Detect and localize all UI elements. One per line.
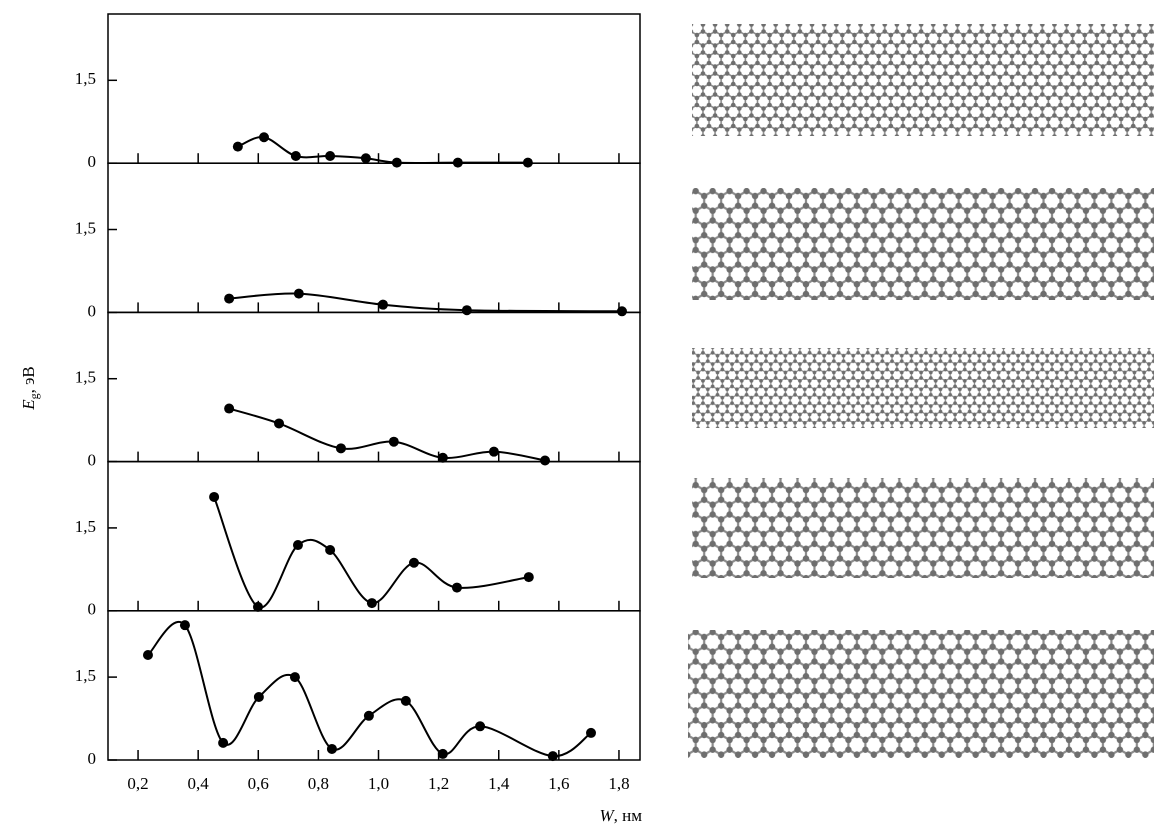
figure: 0 1,5 0 1,5 0 1,5 0 1,5 0 1,5 0,2 0,4 0,6 0,8 1,0 1,2 1,… <box>0 0 1159 828</box>
data-point <box>293 540 303 550</box>
data-point <box>327 744 337 754</box>
x-tick-label: 0,4 <box>188 774 210 793</box>
data-point <box>224 404 234 414</box>
x-tick-label: 1,8 <box>608 774 629 793</box>
data-point <box>378 300 388 310</box>
y-tick-label: 0 <box>88 451 97 470</box>
y-tick-label: 1,5 <box>75 69 96 88</box>
x-axis-label: W, нм <box>599 806 642 825</box>
curve <box>148 622 591 756</box>
panel-frame <box>108 14 640 163</box>
data-point <box>233 142 243 152</box>
data-point <box>548 751 558 761</box>
y-axis-label: Eg, эВ <box>19 366 41 411</box>
data-point <box>540 455 550 465</box>
x-tick-label: 1,2 <box>428 774 449 793</box>
data-point <box>586 728 596 738</box>
panel-frame <box>108 312 640 461</box>
curve <box>214 497 529 608</box>
x-tick-label: 0,8 <box>308 774 329 793</box>
data-point <box>274 418 284 428</box>
ribbon-image <box>688 630 1154 758</box>
y-tick-label: 0 <box>88 152 97 171</box>
data-point <box>143 650 153 660</box>
x-label-unit: , нм <box>614 806 643 825</box>
curve <box>229 293 622 311</box>
x-tick-label: 1,6 <box>548 774 569 793</box>
data-point <box>180 620 190 630</box>
molecular-structures <box>688 24 1154 758</box>
x-tick-label: 0,6 <box>248 774 269 793</box>
data-point <box>452 583 462 593</box>
data-point <box>389 437 399 447</box>
data-point <box>224 294 234 304</box>
ribbon-image <box>692 348 1154 428</box>
data-point <box>462 305 472 315</box>
y-tick-label: 0 <box>88 749 97 768</box>
data-point <box>367 598 377 608</box>
data-point <box>409 558 419 568</box>
y-tick-label: 1,5 <box>75 368 96 387</box>
x-tick-label: 1,4 <box>488 774 510 793</box>
panel-frame <box>108 462 640 611</box>
data-point <box>401 696 411 706</box>
y-tick-label: 1,5 <box>75 517 96 536</box>
data-point <box>361 153 371 163</box>
panel-frame <box>108 611 640 760</box>
y-label-unit: , эВ <box>19 366 38 393</box>
data-point <box>336 443 346 453</box>
data-point <box>259 132 269 142</box>
y-tick-label: 1,5 <box>75 218 96 237</box>
y-tick-label: 0 <box>88 301 97 320</box>
data-point <box>254 692 264 702</box>
y-label-symbol: E <box>19 399 38 411</box>
data-point <box>290 672 300 682</box>
data-point <box>209 492 219 502</box>
x-tick-label: 0,2 <box>127 774 148 793</box>
data-point <box>438 749 448 759</box>
ribbon-image <box>692 188 1154 300</box>
ribbon-image <box>692 24 1154 136</box>
data-point <box>617 306 627 316</box>
data-point <box>325 545 335 555</box>
ribbon-image <box>692 478 1154 578</box>
data-point <box>489 447 499 457</box>
y-tick-label: 1,5 <box>75 666 96 685</box>
data-point <box>294 289 304 299</box>
data-point <box>218 738 228 748</box>
data-point <box>475 721 485 731</box>
y-tick-label: 0 <box>88 600 97 619</box>
panel-frame <box>108 163 640 312</box>
x-tick-label: 1,0 <box>368 774 389 793</box>
data-point <box>291 151 301 161</box>
curve <box>238 137 528 163</box>
data-point <box>524 572 534 582</box>
data-point <box>325 151 335 161</box>
data-point <box>364 711 374 721</box>
